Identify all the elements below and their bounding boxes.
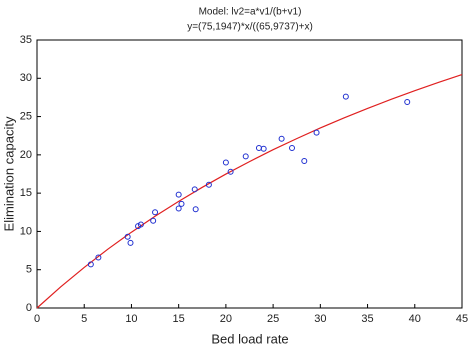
- y-tick-label: 25: [20, 110, 32, 122]
- x-tick-label: 35: [361, 313, 373, 325]
- data-point: [95, 254, 102, 261]
- x-tick-label: 10: [125, 313, 137, 325]
- data-point: [404, 99, 411, 106]
- chart-subtitle: y=(75,1947)*x/((65,9737)+x): [187, 22, 313, 33]
- data-point: [227, 168, 234, 175]
- chart-title: Model: lv2=a*v1/(b+v1): [199, 7, 302, 18]
- data-point: [278, 135, 285, 142]
- data-point: [87, 261, 94, 268]
- data-point: [260, 145, 267, 152]
- y-tick-label: 20: [20, 149, 32, 161]
- data-point: [127, 239, 134, 246]
- x-axis-label: Bed load rate: [211, 331, 288, 346]
- x-tick-label: 30: [314, 313, 326, 325]
- x-tick-label: 25: [267, 313, 279, 325]
- data-point: [191, 186, 198, 193]
- y-tick-label: 35: [20, 34, 32, 46]
- data-point: [175, 191, 182, 198]
- y-tick-label: 5: [26, 264, 32, 276]
- data-point: [192, 206, 199, 213]
- data-point: [137, 221, 144, 228]
- data-point: [124, 233, 131, 240]
- x-tick-label: 45: [456, 313, 468, 325]
- data-point: [289, 144, 295, 151]
- y-tick-label: 0: [26, 302, 32, 314]
- data-point: [175, 205, 182, 212]
- fit-curve: [36, 73, 463, 309]
- x-tick-label: 15: [173, 313, 185, 325]
- data-point: [152, 209, 159, 216]
- x-tick-label: 20: [220, 313, 232, 325]
- data-point: [301, 157, 308, 164]
- data-point: [150, 217, 157, 224]
- data-point: [178, 200, 185, 207]
- x-tick-label: 40: [409, 313, 421, 325]
- data-point: [255, 144, 262, 151]
- data-point: [342, 93, 349, 100]
- data-point: [222, 159, 229, 166]
- x-tick-label: 5: [81, 313, 87, 325]
- y-tick-label: 15: [20, 187, 32, 199]
- y-tick-label: 30: [20, 72, 32, 84]
- data-point: [313, 129, 320, 136]
- data-point: [205, 181, 212, 188]
- data-point: [242, 153, 249, 160]
- x-tick-label: 0: [34, 313, 40, 325]
- plot-frame: [36, 39, 463, 309]
- y-tick-label: 10: [20, 225, 32, 237]
- y-axis-label: Elimination capacity: [1, 116, 16, 231]
